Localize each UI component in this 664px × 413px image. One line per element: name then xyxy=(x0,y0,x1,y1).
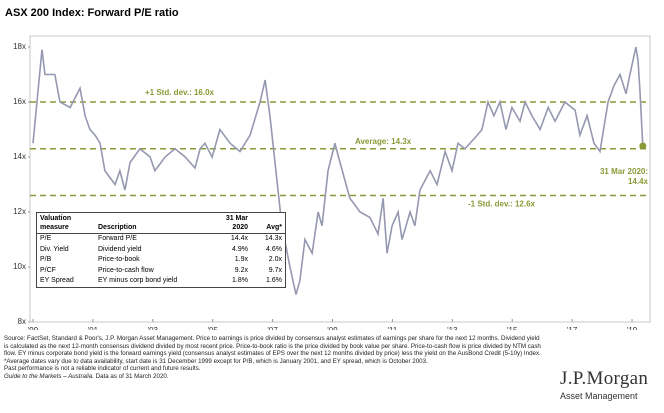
chart-title: ASX 200 Index: Forward P/E ratio xyxy=(5,7,179,19)
table-cell: 1.9x xyxy=(234,256,248,263)
header-cell: Description xyxy=(95,212,213,234)
logo: J.P.Morgan Asset Management xyxy=(560,368,648,401)
table-cell: 14.3x xyxy=(264,235,282,242)
end-label: 14.4x xyxy=(628,177,649,186)
x-tick-label: '07 xyxy=(267,326,278,330)
table-cell: Div. Yield xyxy=(40,245,69,253)
table-cell: 1.6% xyxy=(266,277,282,284)
reference-label: -1 Std. dev.: 12.6x xyxy=(468,200,536,209)
table-cell: Price-to-book xyxy=(98,256,140,263)
logo-division: Asset Management xyxy=(560,391,638,401)
table-cell: P/E xyxy=(40,235,52,242)
x-tick-label: '17 xyxy=(567,326,578,330)
valuation-table: Valuation measure Description 31 Mar 202… xyxy=(36,212,286,288)
footnotes: Source: FactSet, Standard & Poor's, J.P.… xyxy=(4,335,544,381)
header-cell: 31 Mar 2020 xyxy=(213,212,251,234)
table-cell: Dividend yield xyxy=(98,245,142,253)
header-cell: Valuation measure xyxy=(36,212,95,234)
table-cell: 1.8% xyxy=(232,277,248,284)
table-row: P/CF Price-to-cash flow 9.2x 9.7x xyxy=(37,266,286,277)
y-tick-label: 14x xyxy=(13,152,26,161)
table-cell: 9.7x xyxy=(268,266,282,274)
table-cell: Forward P/E xyxy=(98,235,137,242)
table-row: P/E Forward P/E 14.4x 14.3x xyxy=(37,234,286,245)
x-tick-label: '03 xyxy=(148,326,159,330)
table-cell: 4.6% xyxy=(266,245,282,253)
header-cell: Avg* xyxy=(251,212,286,234)
chart: ASX 200 Index: Forward P/E ratio 8x 10x 12… xyxy=(5,7,651,330)
plot-frame xyxy=(29,35,651,323)
x-tick-label: '13 xyxy=(447,326,458,330)
logo-name: J.P.Morgan xyxy=(560,368,649,389)
guide-title: Guide to the Markets – Australia. xyxy=(4,372,94,380)
y-tick-label: 8x xyxy=(18,317,26,326)
data-date: Data as of 31 March 2020. xyxy=(95,372,169,380)
table-cell: EY Spread xyxy=(40,277,74,284)
x-tick-label: '01 xyxy=(88,326,99,330)
table-row: P/B Price-to-book 1.9x 2.0x xyxy=(37,255,286,266)
guide-line: Guide to the Markets – Australia. Data a… xyxy=(4,373,544,381)
x-tick-label: '19 xyxy=(627,326,638,330)
y-tick-label: 18x xyxy=(13,42,26,51)
x-tick-label: '11 xyxy=(387,326,397,330)
table-cell: Price-to-cash flow xyxy=(98,266,154,274)
table-cell: 2.0x xyxy=(268,256,282,263)
y-tick-label: 12x xyxy=(13,207,26,216)
table-row: Div. Yield Dividend yield 4.9% 4.6% xyxy=(37,245,286,256)
disclaimer: Past performance is not a reliable indic… xyxy=(4,365,201,373)
pe-line xyxy=(32,46,644,295)
x-tick-label: '05 xyxy=(207,326,218,330)
table-cell: EY minus corp bond yield xyxy=(98,277,178,284)
source-note: Source: FactSet, Standard & Poor's, J.P.… xyxy=(4,335,541,365)
y-tick-label: 10x xyxy=(13,262,26,271)
table-cell: P/CF xyxy=(40,266,56,274)
table-cell: 14.4x xyxy=(230,235,248,242)
reference-label: Average: 14.3x xyxy=(355,137,412,146)
y-tick-label: 16x xyxy=(13,97,26,106)
reference-label: +1 Std. dev.: 16.0x xyxy=(145,88,215,97)
end-label: 31 Mar 2020: xyxy=(600,167,648,176)
x-tick-label: '15 xyxy=(507,326,518,330)
end-point xyxy=(639,142,647,150)
table-row: EY Spread EY minus corp bond yield 1.8% 1.6… xyxy=(37,276,286,287)
x-tick-label: '09 xyxy=(327,326,338,330)
table-cell: 4.9% xyxy=(232,245,248,253)
table-cell: 9.2x xyxy=(234,266,248,274)
table-cell: P/B xyxy=(40,256,52,263)
table-header: Valuation measure Description 31 Mar 202… xyxy=(36,212,286,234)
x-tick-label: '99 xyxy=(28,326,39,330)
